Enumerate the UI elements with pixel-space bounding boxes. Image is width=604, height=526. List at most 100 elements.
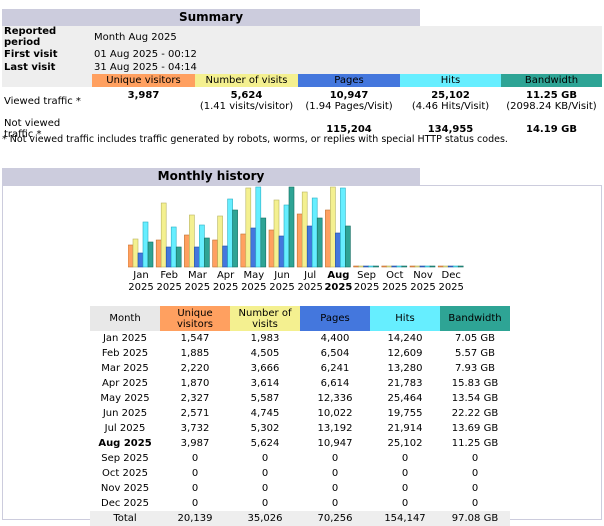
not-viewed-note: * Not viewed traffic includes traffic ge… xyxy=(2,134,508,145)
row-pages: 4,400 xyxy=(320,333,350,344)
summary-header-visits: Number of visits xyxy=(195,74,298,87)
table-row: Jul 2025 3,732 5,302 13,192 21,914 13.69 GB xyxy=(90,421,510,436)
viewed-pages-value: 10,947 xyxy=(329,90,369,101)
row-bandwidth: 0 xyxy=(471,498,479,509)
row-hits: 13,280 xyxy=(387,363,423,374)
bar-bandwidth-jan xyxy=(147,241,154,268)
chart-month-label-dec: Dec 2025 xyxy=(437,270,465,294)
chart-month-name: Jul xyxy=(304,270,317,281)
bar-bandwidth-aug xyxy=(345,225,351,268)
table-row: Nov 2025 0 0 0 0 0 xyxy=(90,481,510,496)
not-viewed-unique-visitors xyxy=(92,115,195,143)
bar-pages-sep xyxy=(363,265,369,268)
chart-year-label: 2025 xyxy=(184,282,211,293)
viewed-visits-value: 5,624 xyxy=(230,90,263,101)
chart-month-label-oct: Oct 2025 xyxy=(381,270,409,294)
row-bandwidth: 0 xyxy=(471,483,479,494)
bar-pages-aug xyxy=(335,232,341,268)
bar-number-of-visits-sep xyxy=(358,265,364,268)
row-bandwidth: 22.22 GB xyxy=(451,408,499,419)
table-row: Oct 2025 0 0 0 0 0 xyxy=(90,466,510,481)
chart-month-label-jan: Jan 2025 xyxy=(127,270,155,294)
row-pages: 0 xyxy=(331,498,339,509)
bar-pages-oct xyxy=(391,265,398,268)
viewed-pages: 10,947 (1.94 Pages/Visit) xyxy=(298,87,400,115)
row-bandwidth: 0 xyxy=(471,453,479,464)
bar-unique-visitors-feb xyxy=(155,239,162,268)
not-viewed-label-line1: Not viewed xyxy=(4,118,61,129)
row-month: Aug 2025 xyxy=(98,438,152,449)
monthly-history-chart xyxy=(128,186,464,268)
bar-hits-jul xyxy=(311,197,318,268)
monthly-history-table: Month Unique visitors Number of visits Page… xyxy=(90,306,510,526)
viewed-hits: 25,102 (4.46 Hits/Visit) xyxy=(400,87,501,115)
row-hits: 21,914 xyxy=(387,423,423,434)
row-month: Jun 2025 xyxy=(102,408,148,419)
row-bandwidth: 0 xyxy=(471,468,479,479)
total-pages: 70,256 xyxy=(300,511,370,526)
row-pages: 0 xyxy=(331,483,339,494)
chart-year-label: 2025 xyxy=(353,282,380,293)
bar-unique-visitors-jun xyxy=(268,229,275,268)
bar-number-of-visits-apr xyxy=(217,215,223,268)
row-unique-visitors: 0 xyxy=(191,453,199,464)
last-visit-label: Last visit xyxy=(4,62,56,73)
row-pages: 6,614 xyxy=(320,378,350,389)
row-hits: 25,102 xyxy=(387,438,423,449)
history-header-row: Month Unique visitors Number of visits Page… xyxy=(90,306,510,331)
first-visit-row: First visit 01 Aug 2025 - 00:12 xyxy=(2,48,602,61)
row-visits: 0 xyxy=(261,483,269,494)
bar-bandwidth-oct xyxy=(401,265,408,268)
viewed-traffic-row: Viewed traffic * 3,987 5,624 (1.41 visits… xyxy=(2,87,602,115)
not-viewed-pages: 115,204 xyxy=(298,115,400,143)
bar-number-of-visits-may xyxy=(245,187,252,268)
total-bandwidth: 97.08 GB xyxy=(440,511,510,526)
viewed-unique-visitors: 3,987 xyxy=(92,87,195,115)
row-hits: 21,783 xyxy=(387,378,423,389)
chart-month-name: Mar xyxy=(187,270,207,281)
bar-bandwidth-mar xyxy=(204,237,210,268)
bar-number-of-visits-aug xyxy=(330,186,336,268)
last-visit-row: Last visit 31 Aug 2025 - 04:14 xyxy=(2,61,602,74)
chart-year-label: 2025 xyxy=(410,282,436,293)
table-row: May 2025 2,327 5,587 12,336 25,464 13.54 GB xyxy=(90,391,510,406)
row-month: Oct 2025 xyxy=(102,468,148,479)
bar-number-of-visits-jan xyxy=(132,238,139,268)
row-month: Dec 2025 xyxy=(101,498,149,509)
chart-month-label-apr: Apr 2025 xyxy=(212,270,240,294)
history-header-unique-visitors: Unique visitors xyxy=(160,306,230,331)
viewed-bandwidth-value: 11.25 GB xyxy=(526,90,577,101)
not-viewed-bandwidth: 14.19 GB xyxy=(501,115,602,143)
bar-bandwidth-jul xyxy=(316,217,323,268)
row-bandwidth: 7.05 GB xyxy=(454,333,496,344)
not-viewed-traffic-label: Not viewed traffic * xyxy=(2,115,92,143)
bar-pages-jun xyxy=(278,235,285,268)
chart-year-label: 2025 xyxy=(212,282,239,293)
history-header-visits: Number of visits xyxy=(230,306,300,331)
row-visits: 5,587 xyxy=(250,393,280,404)
bar-number-of-visits-oct xyxy=(386,265,393,268)
row-month: Nov 2025 xyxy=(100,483,150,494)
chart-month-label-mar: Mar 2025 xyxy=(183,270,211,294)
viewed-hits-value: 25,102 xyxy=(431,90,470,101)
row-visits: 0 xyxy=(261,468,269,479)
viewed-bandwidth-sub: (2098.24 KB/Visit) xyxy=(506,101,597,112)
table-row: Apr 2025 1,870 3,614 6,614 21,783 15.83 GB xyxy=(90,376,510,391)
row-unique-visitors: 1,870 xyxy=(180,378,210,389)
row-unique-visitors: 2,571 xyxy=(180,408,210,419)
summary-header-pages: Pages xyxy=(298,74,400,87)
bar-hits-jun xyxy=(283,204,290,268)
viewed-hits-sub: (4.46 Hits/Visit) xyxy=(411,101,490,112)
row-visits: 3,666 xyxy=(250,363,280,374)
row-visits: 5,302 xyxy=(250,423,280,434)
row-hits: 0 xyxy=(401,498,409,509)
row-pages: 10,022 xyxy=(317,408,353,419)
row-visits: 5,624 xyxy=(250,438,280,449)
summary-table: Reported period Month Aug 2025 First vis… xyxy=(2,26,602,143)
row-month: Sep 2025 xyxy=(101,453,149,464)
bar-unique-visitors-jan xyxy=(128,244,134,268)
chart-month-name: Sep xyxy=(357,270,377,281)
bar-number-of-visits-dec xyxy=(442,265,449,268)
first-visit-value: 01 Aug 2025 - 00:12 xyxy=(94,49,197,60)
chart-month-name: May xyxy=(243,270,265,281)
